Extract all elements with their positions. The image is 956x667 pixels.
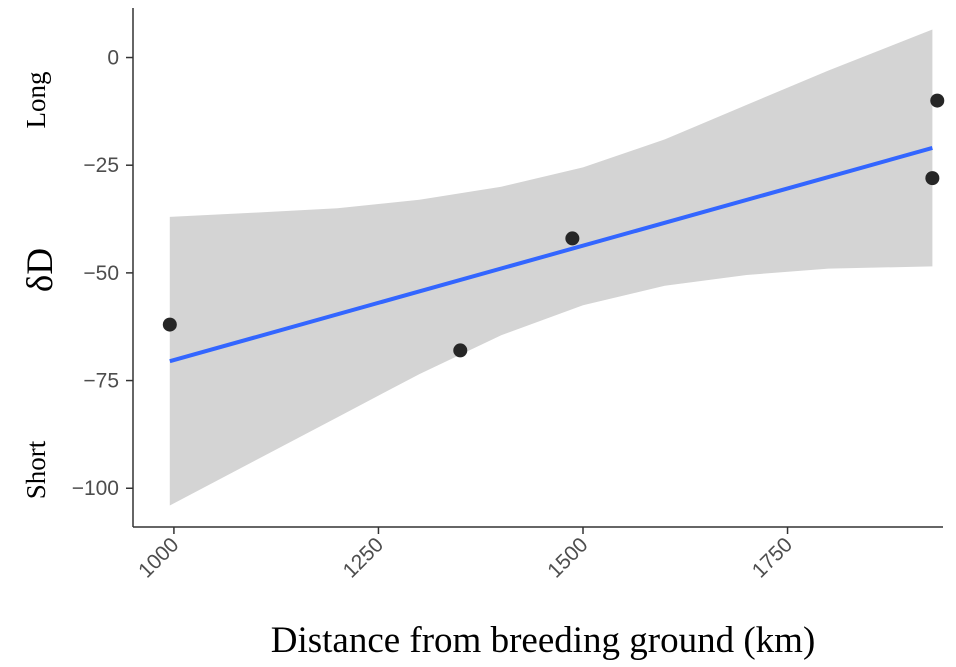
data-point [930, 93, 945, 108]
axes-layer [126, 8, 943, 534]
y-tick-label: −100 [72, 477, 119, 500]
y-tick-label: −75 [83, 370, 119, 393]
confidence-band [169, 29, 933, 506]
trend-line [169, 146, 933, 364]
y-tick-label: −50 [83, 262, 119, 285]
trend-line-layer [169, 146, 933, 364]
data-point [453, 343, 468, 358]
data-points-layer [162, 93, 945, 358]
x-tick-label: 1500 [543, 533, 592, 582]
y-tick-label: 0 [107, 47, 119, 70]
side-label-short: Short [21, 440, 51, 499]
y-axis-title: δD [20, 248, 61, 292]
side-label-long: Long [21, 72, 51, 129]
confidence-band-layer [169, 29, 933, 506]
x-tick-label: 1000 [134, 533, 183, 582]
data-point [565, 231, 580, 246]
y-tick-label: −25 [83, 154, 119, 177]
data-point [925, 171, 940, 186]
x-tick-label: 1750 [748, 533, 797, 582]
x-tick-label: 1250 [339, 533, 388, 582]
data-point [162, 317, 177, 332]
x-axis-title: Distance from breeding ground (km) [271, 620, 816, 661]
